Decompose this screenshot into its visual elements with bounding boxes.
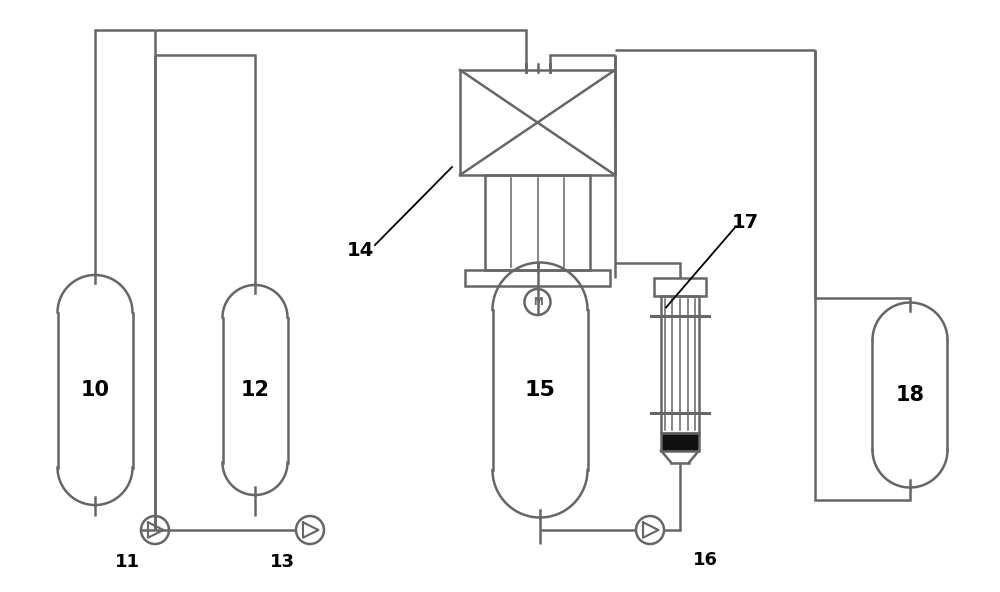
Text: 16: 16 bbox=[692, 551, 718, 569]
Text: 14: 14 bbox=[346, 240, 374, 259]
Text: 10: 10 bbox=[81, 380, 110, 400]
Bar bbox=[465, 270, 610, 286]
Text: 12: 12 bbox=[241, 380, 270, 400]
Text: 18: 18 bbox=[895, 385, 924, 405]
Bar bbox=[460, 70, 615, 175]
Bar bbox=[661, 295, 699, 433]
Bar bbox=[661, 433, 699, 451]
Text: M: M bbox=[533, 297, 542, 307]
Text: 15: 15 bbox=[525, 380, 555, 400]
Bar bbox=[654, 278, 706, 295]
Bar bbox=[485, 175, 590, 270]
Text: 11: 11 bbox=[115, 553, 140, 571]
Text: 17: 17 bbox=[731, 213, 759, 232]
Text: 13: 13 bbox=[270, 553, 295, 571]
